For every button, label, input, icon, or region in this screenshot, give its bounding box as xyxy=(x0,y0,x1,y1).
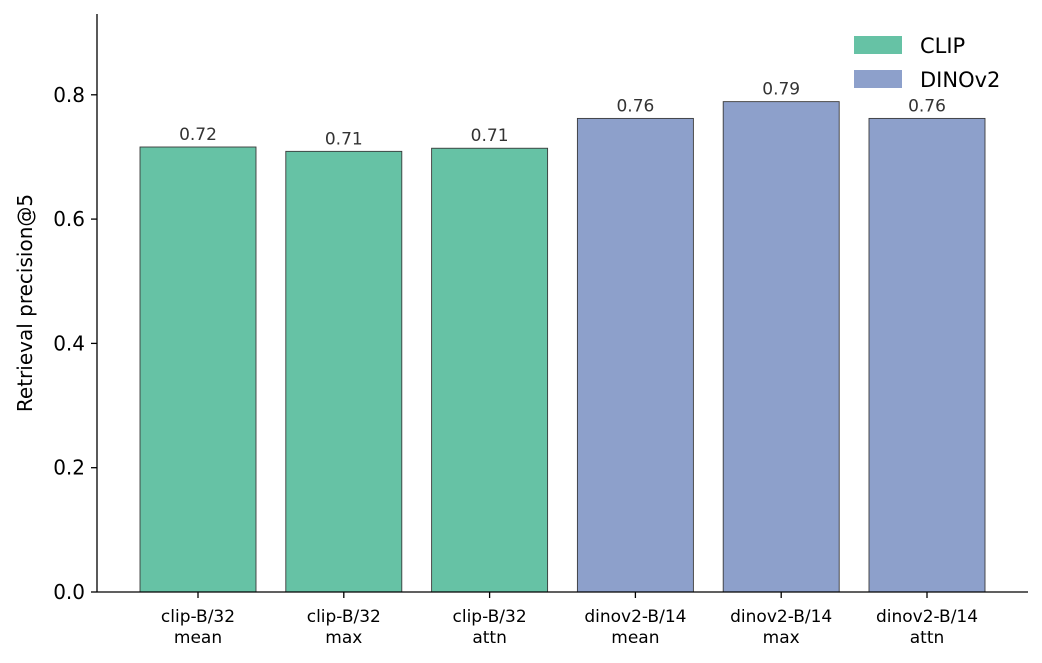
x-tick-label: clip-B/32 xyxy=(453,607,527,627)
y-tick-label: 0.8 xyxy=(53,83,85,107)
y-tick-label: 0.4 xyxy=(53,331,85,355)
bar xyxy=(868,117,986,593)
x-tick-label: mean xyxy=(611,628,659,648)
x-tick-label: max xyxy=(325,628,362,648)
bar-value-label: 0.72 xyxy=(179,125,217,145)
x-tick-label: attn xyxy=(910,628,945,648)
x-tick-label: max xyxy=(763,628,800,648)
x-tick-label: mean xyxy=(174,628,222,648)
y-axis-title: Retrieval precision@5 xyxy=(13,194,37,412)
legend-swatch xyxy=(854,70,902,88)
legend: CLIP DINOv2 xyxy=(854,34,1000,92)
y-axis-ticks: 0.0 0.2 0.4 0.6 0.8 xyxy=(53,83,97,604)
bar xyxy=(431,147,549,593)
x-tick-label: clip-B/32 xyxy=(161,607,235,627)
bar-value-label: 0.76 xyxy=(616,96,654,116)
bar-value-label: 0.71 xyxy=(325,129,363,149)
x-tick-label: attn xyxy=(472,628,507,648)
legend-swatch xyxy=(854,36,902,54)
x-tick-label: clip-B/32 xyxy=(307,607,381,627)
bar-value-label: 0.71 xyxy=(471,126,509,146)
bar xyxy=(139,146,257,593)
bars xyxy=(139,101,986,593)
value-labels: 0.72 0.71 0.71 0.76 0.79 0.76 xyxy=(179,80,946,150)
x-tick-label: dinov2-B/14 xyxy=(730,607,832,627)
bar xyxy=(576,117,694,593)
bar-value-label: 0.76 xyxy=(908,96,946,116)
y-tick-label: 0.0 xyxy=(53,580,85,604)
bar-value-label: 0.79 xyxy=(762,80,800,100)
x-tick-label: dinov2-B/14 xyxy=(876,607,978,627)
bar xyxy=(722,101,840,593)
legend-label: DINOv2 xyxy=(920,68,1000,92)
y-tick-label: 0.6 xyxy=(53,207,85,231)
x-axis-labels: clip-B/32meanclip-B/32maxclip-B/32attndi… xyxy=(161,592,978,648)
y-tick-label: 0.2 xyxy=(53,456,85,480)
x-tick-label: dinov2-B/14 xyxy=(584,607,686,627)
bar xyxy=(285,150,403,593)
legend-label: CLIP xyxy=(920,34,965,58)
